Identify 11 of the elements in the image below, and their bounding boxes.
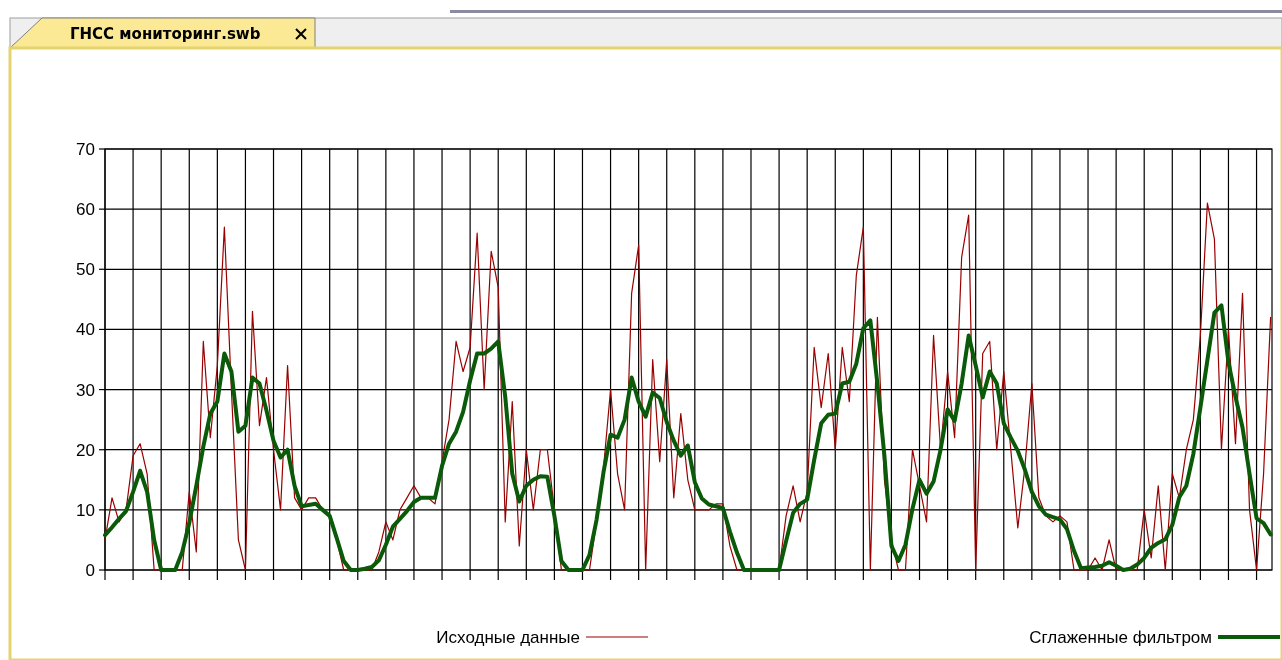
y-tick-label: 0 [85, 561, 95, 580]
y-tick-label: 70 [76, 140, 95, 159]
y-tick-label: 20 [76, 440, 95, 460]
y-tick-label: 10 [76, 500, 95, 520]
chart-title: ГНСС мониторинг.swb [70, 25, 261, 43]
legend-label: Исходные данные [436, 628, 580, 647]
y-tick-label: 50 [76, 260, 95, 280]
y-tick-label: 30 [76, 380, 95, 400]
y-tick-label: 60 [76, 200, 95, 220]
legend-label: Сглаженные фильтром [1029, 628, 1212, 647]
y-tick-label: 40 [76, 320, 95, 340]
